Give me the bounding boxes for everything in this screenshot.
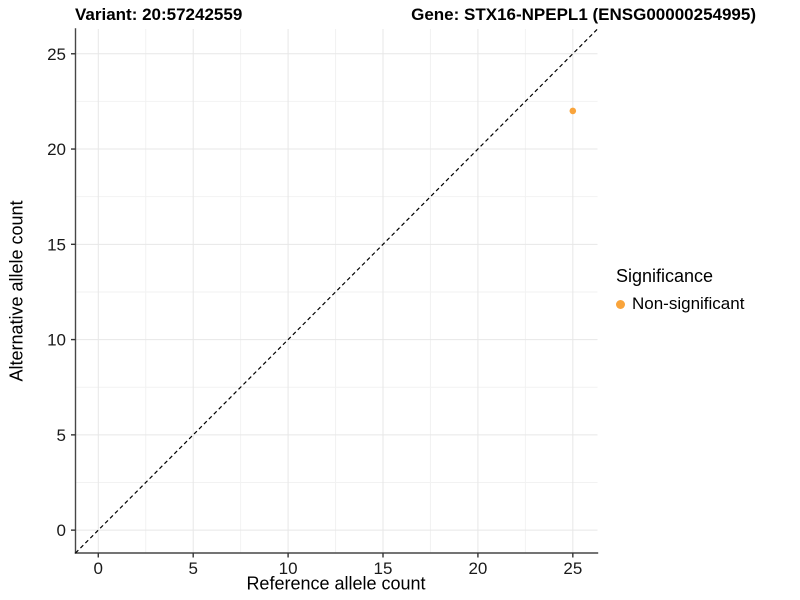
x-tick-labels: 0 5 10 15 20 25	[94, 559, 583, 578]
x-tick-label: 10	[279, 559, 298, 578]
y-tick-label: 20	[47, 140, 66, 159]
y-tick-labels: 0 5 10 15 20 25	[47, 45, 66, 540]
legend-item-label: Non-significant	[632, 294, 745, 313]
axis-ticks	[71, 53, 574, 558]
identity-line	[75, 28, 598, 554]
y-tick-label: 0	[57, 521, 66, 540]
y-tick-label: 15	[47, 235, 66, 254]
data-point	[569, 107, 577, 115]
legend-point-swatch	[616, 299, 625, 309]
grid-major	[75, 29, 598, 553]
grid-minor	[75, 29, 598, 553]
x-tick-label: 5	[188, 559, 197, 578]
variant-title: Variant: 20:57242559	[75, 5, 243, 24]
x-tick-label: 15	[374, 559, 393, 578]
y-tick-label: 10	[47, 331, 66, 350]
x-axis-title: Reference allele count	[246, 573, 426, 594]
legend-item-non-significant: Non-significant	[616, 294, 744, 314]
x-tick-label: 0	[94, 559, 103, 578]
axis-lines	[74, 28, 599, 554]
x-tick-label: 20	[468, 559, 487, 578]
legend: Significance Non-significant	[616, 266, 744, 314]
legend-title: Significance	[616, 266, 714, 286]
y-axis-title: Alternative allele count	[6, 200, 27, 382]
gene-title: Gene: STX16-NPEPL1 (ENSG00000254995)	[411, 5, 756, 24]
y-tick-label: 25	[47, 45, 66, 64]
x-tick-label: 25	[563, 559, 582, 578]
y-tick-label: 5	[57, 426, 66, 445]
